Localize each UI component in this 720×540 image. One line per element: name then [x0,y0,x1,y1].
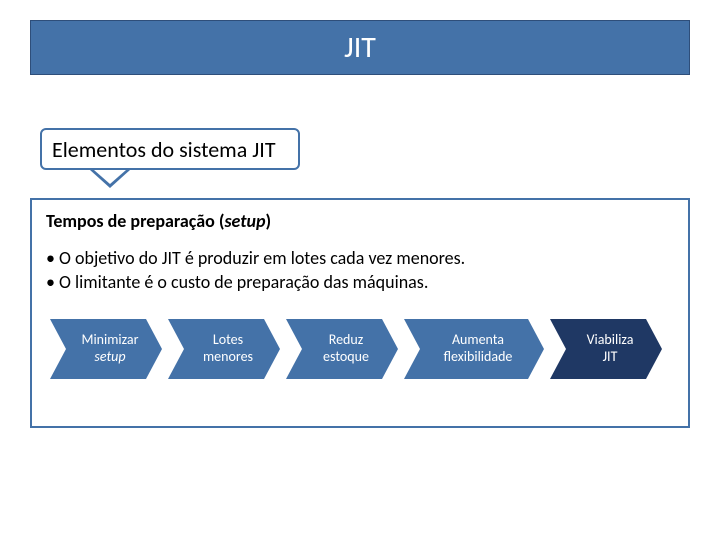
bullet-2: • O limitante é o custo de preparação da… [46,270,674,294]
chevron-5: ViabilizaJIT [550,319,662,379]
chevron-label-line2-1: setup [81,349,138,366]
section-heading-prefix: Tempos de preparação ( [46,210,224,232]
section-heading-italic: setup [224,210,265,232]
chevron-label-line1-4: Aumenta [444,332,513,349]
chevron-label-4: Aumentaflexibilidade [444,332,513,366]
chevron-label-line1-1: Minimizar [81,332,138,349]
subtitle-box: Elementos do sistema JIT [40,128,300,170]
chevron-1: Minimizarsetup [50,319,162,379]
chevron-label-line1-5: Viabiliza [587,332,634,349]
chevron-label-line2-5: JIT [587,349,634,366]
chevron-2: Lotesmenores [168,319,280,379]
chevron-label-line2-2: menores [203,349,253,366]
chevron-3: Reduzestoque [286,319,398,379]
chevron-label-5: ViabilizaJIT [587,332,634,366]
bullet-1: • O objetivo do JIT é produzir em lotes … [46,246,674,270]
chevron-label-line1-3: Reduz [323,332,369,349]
chevron-label-line2-4: flexibilidade [444,349,513,366]
arrows-row: Minimizarsetup Lotesmenores Reduzestoque Au… [46,319,674,379]
chevron-4: Aumentaflexibilidade [404,319,544,379]
subtitle-text: Elementos do sistema JIT [52,136,276,163]
subtitle-pointer-inner [94,170,126,184]
chevron-label-line2-3: estoque [323,349,369,366]
chevron-label-3: Reduzestoque [323,332,369,366]
bullet-list: • O objetivo do JIT é produzir em lotes … [46,246,674,295]
chevron-label-line1-2: Lotes [203,332,253,349]
chevron-label-1: Minimizarsetup [81,332,138,366]
section-heading: Tempos de preparação (setup) [46,210,674,232]
content-box: Tempos de preparação (setup) • O objetiv… [30,198,690,428]
section-heading-suffix: ) [266,210,272,232]
title-bar: JIT [30,20,690,75]
chevron-label-2: Lotesmenores [203,332,253,366]
page-title: JIT [344,29,376,66]
